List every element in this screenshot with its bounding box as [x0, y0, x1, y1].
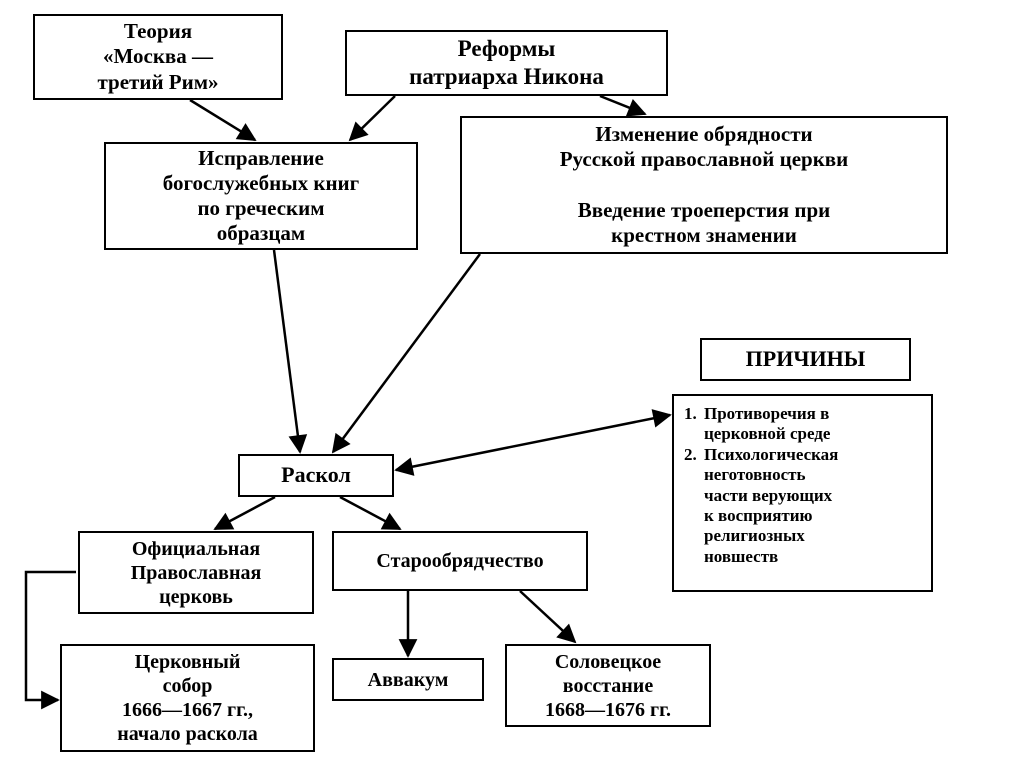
arrow-books-raskol: [274, 250, 300, 452]
node-causesTitle: ПРИЧИНЫ: [700, 338, 911, 381]
node-theory: Теория«Москва —третий Рим»: [33, 14, 283, 100]
node-avvakum: Аввакум: [332, 658, 484, 701]
arrow-causes-raskol: [396, 415, 670, 470]
node-reform: Реформыпатриарха Никона: [345, 30, 668, 96]
arrow-oldbelief-solovets: [520, 591, 575, 642]
node-official: ОфициальнаяПравославнаяцерковь: [78, 531, 314, 614]
arrow-rites-raskol: [333, 254, 480, 452]
arrow-raskol-oldbelief: [340, 497, 400, 529]
arrow-reform-rites: [600, 96, 645, 114]
arrow-raskol-official: [215, 497, 275, 529]
node-rites: Изменение обрядностиРусской православной…: [460, 116, 948, 254]
node-causesBody: 1.Противоречия вцерковной среде2.Психоло…: [672, 394, 933, 592]
node-raskol: Раскол: [238, 454, 394, 497]
node-books: Исправлениебогослужебных книгпо гречески…: [104, 142, 418, 250]
arrow-reform-books: [350, 96, 395, 140]
diagram-stage: Теория«Москва —третий Рим» Реформыпатриар…: [0, 0, 1024, 767]
node-solovets: Соловецкоевосстание1668—1676 гг.: [505, 644, 711, 727]
arrow-theory-books: [190, 100, 255, 140]
node-council: Церковныйсобор1666—1667 гг.,начало раско…: [60, 644, 315, 752]
node-oldbelief: Старообрядчество: [332, 531, 588, 591]
